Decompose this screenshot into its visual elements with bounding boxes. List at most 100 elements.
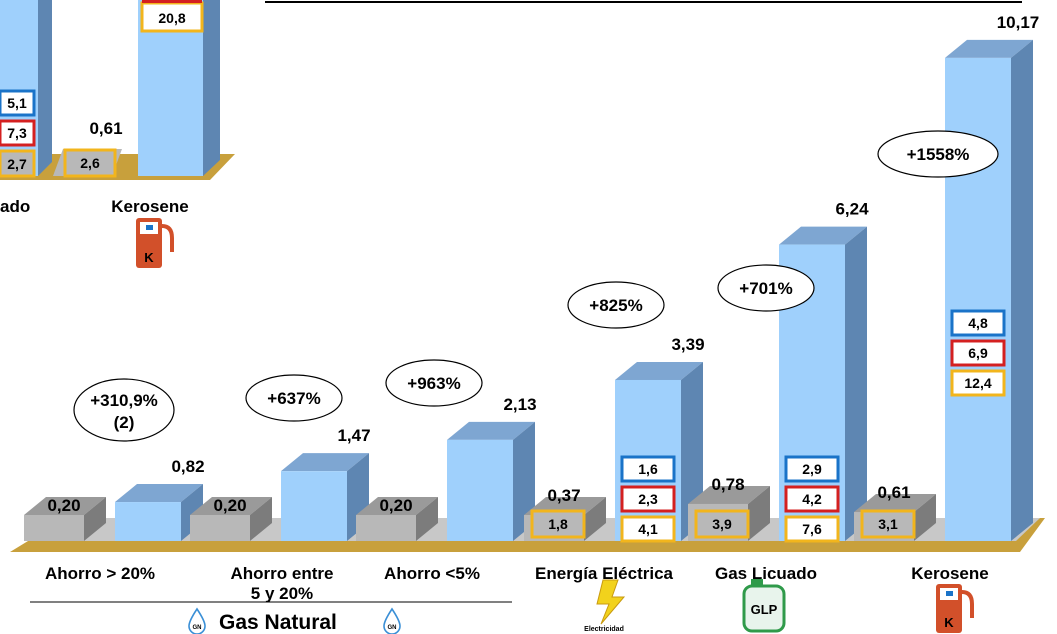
low-box-kerosene: [860, 509, 916, 539]
lightning-caption: Electricidad: [584, 626, 624, 633]
pct-text-kerosene: +1558%: [907, 145, 970, 164]
background-fuel-pump-badge: K: [144, 250, 154, 265]
low-value-electrica: 0,37: [547, 486, 580, 505]
high-box-kerosene-2-text: 12,4: [964, 375, 991, 391]
background-box-blue: [0, 89, 36, 117]
background-fuel-pump-icon: K: [136, 218, 174, 268]
high-box-glp-2: [784, 515, 840, 543]
low-bar-ahorro5_20-side: [250, 497, 272, 541]
background-box-yellow-text: 2,7: [7, 156, 27, 172]
bar-glp-side: [845, 226, 867, 541]
high-box-glp-2-text: 7,6: [802, 521, 822, 537]
pct-ellipse-kerosene: [877, 130, 999, 178]
low-bar-kerosene-side: [914, 494, 936, 541]
background-left-bar-side: [38, 0, 52, 176]
high-value-electrica: 3,39: [671, 335, 704, 354]
high-box-glp-0-text: 2,9: [802, 461, 822, 477]
background-box-yellow: [0, 149, 36, 178]
bar-ahorro5: [447, 421, 535, 541]
high-box-electrica-2-text: 4,1: [638, 521, 658, 537]
category-label2-ahorro5_20: 5 y 20%: [251, 584, 313, 603]
high-box-kerosene-2: [950, 369, 1006, 397]
pct-text-ahorro5: +963%: [407, 374, 460, 393]
bar-kerosene-top: [945, 39, 1033, 58]
low-bar-glp-top: [688, 485, 770, 504]
gas-drop-icon: GN: [188, 607, 206, 634]
bar-ahorro20-top: [115, 484, 203, 503]
category-label-ahorro5: Ahorro <5%: [384, 564, 480, 583]
low-bar-ahorro5-front: [356, 515, 416, 541]
high-value-ahorro5: 2,13: [503, 395, 536, 414]
bar-ahorro5_20-front: [281, 471, 347, 541]
low-bar-ahorro5_20-top: [190, 497, 272, 515]
high-value-glp: 6,24: [835, 200, 869, 219]
high-box-glp-1: [784, 485, 840, 513]
bar-kerosene: [945, 39, 1033, 542]
high-box-kerosene-0: [950, 309, 1006, 337]
low-bar-ahorro5-top: [356, 497, 438, 515]
gas-cylinder-badge: GLP: [751, 602, 778, 617]
pct-note-ahorro20: (2): [114, 413, 135, 432]
fuel-pump-badge: K: [944, 615, 954, 630]
gas-drop-badge-left: GN: [193, 625, 202, 631]
bar-ahorro5-top: [447, 421, 535, 440]
pct-text-glp: +701%: [739, 279, 792, 298]
gas-cylinder-icon: GLP: [742, 579, 786, 633]
background-box-red-text: 7,3: [7, 125, 27, 141]
low-bar-ahorro20: [24, 497, 106, 541]
low-box-kerosene-text: 3,1: [878, 516, 898, 532]
group-label-text: Gas Natural: [219, 611, 337, 634]
lightning-icon: Electricidad: [584, 579, 626, 633]
low-value-kerosene: 0,61: [877, 483, 910, 502]
low-bar-ahorro5-side: [416, 497, 438, 541]
background-panel: 5,1 7,3 2,7 0,61 2,6 20,8 ado Kerosene K: [0, 0, 1022, 268]
background-box-red: [0, 119, 36, 147]
category-label-kerosene: Kerosene: [911, 564, 988, 583]
bar-ahorro5_20-top: [281, 453, 369, 472]
labels-layer: 0,20 0,82 +310,9% (2) Ahorro > 20% 0,20 1,47 +6…: [45, 13, 1039, 603]
background-bar-side: [203, 0, 220, 176]
pct-text-ahorro20: +310,9%: [90, 391, 158, 410]
background-box-low: [63, 148, 117, 178]
low-value-ahorro20: 0,20: [47, 496, 80, 515]
low-box-electrica: [530, 509, 586, 539]
category-label-ahorro20: Ahorro > 20%: [45, 564, 155, 583]
background-left-bar: [0, 0, 38, 176]
low-box-glp-text: 3,9: [712, 516, 732, 532]
low-bar-ahorro5: [356, 497, 438, 541]
bar-kerosene-side: [1011, 39, 1033, 542]
high-box-electrica-2: [620, 515, 676, 543]
low-bar-kerosene-top: [854, 494, 936, 513]
high-box-glp-0: [784, 455, 840, 483]
pct-ellipse-electrica: [567, 281, 665, 329]
high-box-electrica-1-text: 2,3: [638, 491, 658, 507]
low-bar-ahorro5_20-front: [190, 515, 250, 541]
category-label-glp: Gas Licuado: [715, 564, 817, 583]
low-box-electrica-text: 1,8: [548, 516, 568, 532]
low-value-ahorro5_20: 0,20: [213, 496, 246, 515]
high-value-kerosene: 10,17: [997, 13, 1040, 32]
pct-ellipse-ahorro5: [385, 359, 483, 407]
high-value-ahorro5_20: 1,47: [337, 426, 370, 445]
low-bar-glp-side: [748, 485, 770, 541]
bar-kerosene-front: [945, 57, 1011, 542]
bar-glp-top: [779, 226, 867, 245]
pct-ellipse-ahorro20: [73, 378, 175, 442]
background-box-top-edge: [142, 0, 202, 3]
gas-drop-icon: GN: [383, 607, 401, 634]
category-label-ahorro5_20: Ahorro entre: [231, 564, 334, 583]
background-label-left: ado: [0, 197, 30, 216]
background-low-value: 0,61: [89, 119, 122, 138]
high-box-kerosene-1-text: 6,9: [968, 345, 988, 361]
pct-ellipse-ahorro5_20: [245, 374, 343, 422]
low-value-ahorro5: 0,20: [379, 496, 412, 515]
bar-ahorro20: [115, 484, 203, 541]
bar-ahorro5_20: [281, 453, 369, 541]
bar-ahorro5-front: [447, 439, 513, 541]
fuel-pump-icon: K: [936, 584, 974, 633]
low-box-glp: [694, 509, 750, 539]
category-label-electrica: Energía Eléctrica: [535, 564, 674, 583]
background-label-kerosene: Kerosene: [111, 197, 188, 216]
high-box-kerosene-1: [950, 339, 1006, 367]
